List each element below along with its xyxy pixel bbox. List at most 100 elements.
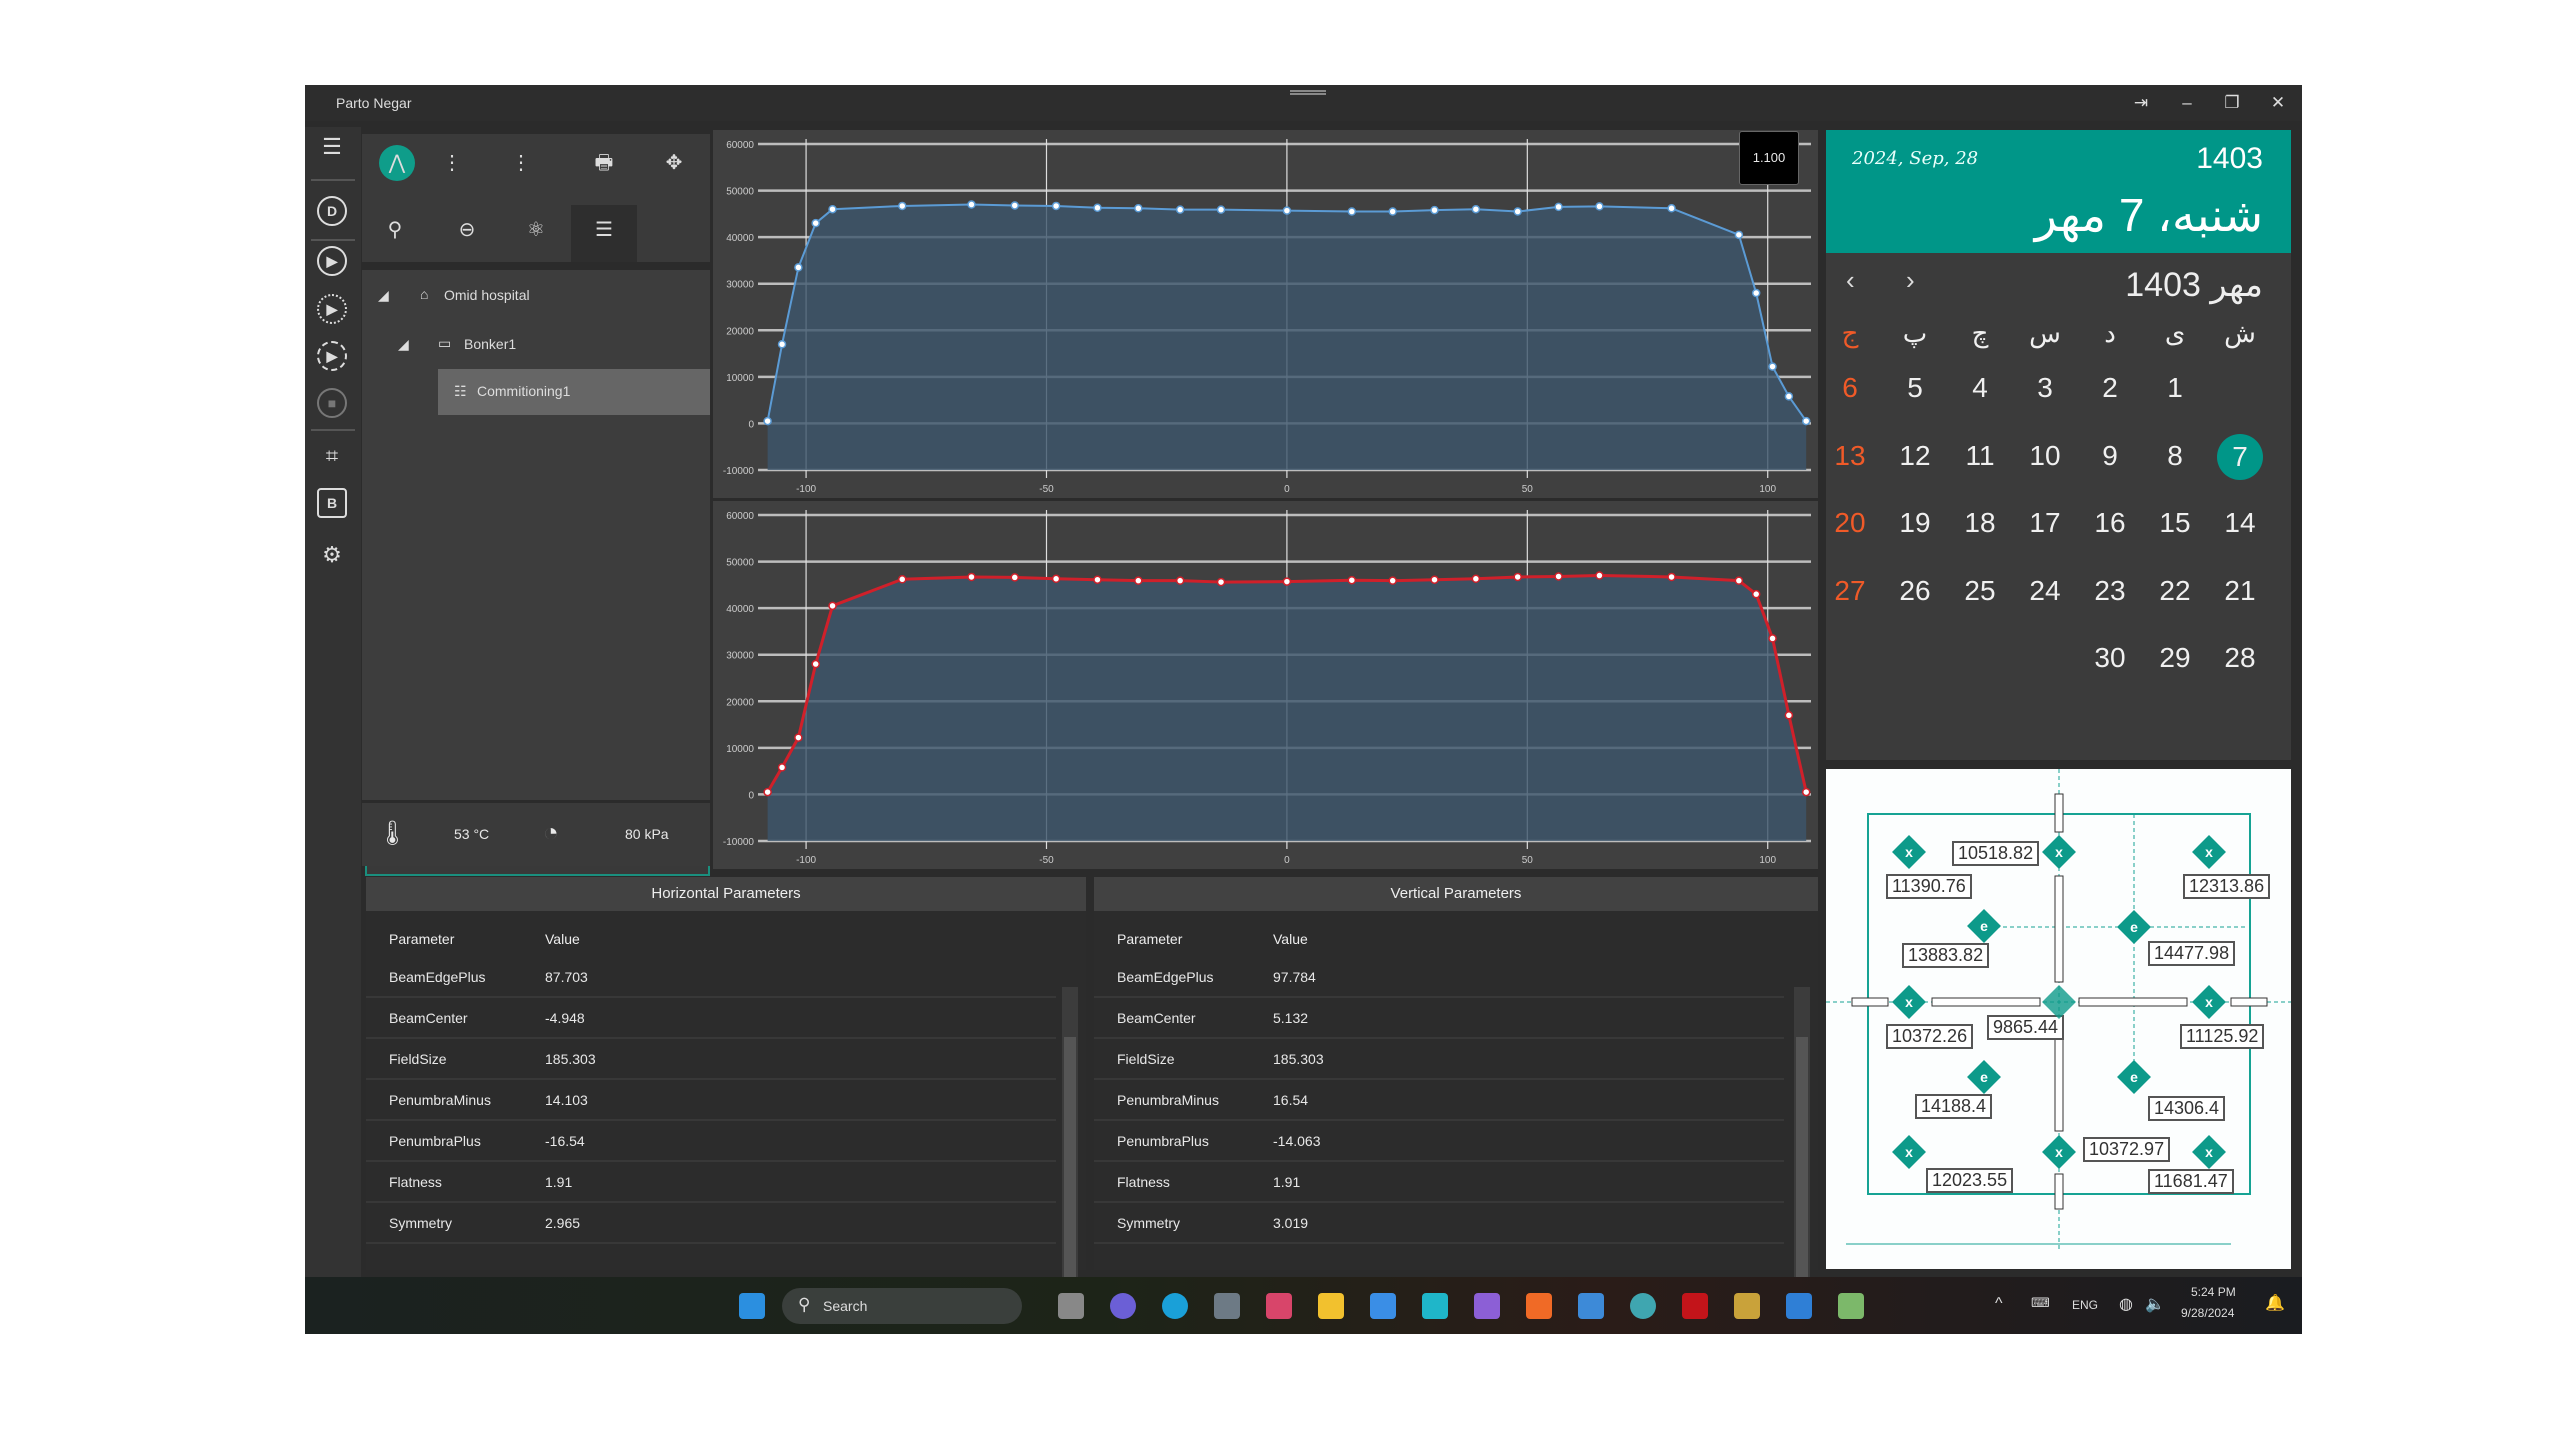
calendar-day[interactable]: 24 bbox=[2029, 574, 2061, 606]
store-icon[interactable] bbox=[1370, 1293, 1396, 1319]
calendar-day[interactable]: 27 bbox=[1834, 574, 1866, 606]
edge-icon[interactable] bbox=[1162, 1293, 1188, 1319]
taskbar-search[interactable]: ⚲ Search bbox=[782, 1288, 1022, 1324]
b-box-icon[interactable]: B bbox=[317, 488, 347, 518]
parto-negar-taskbar-icon[interactable] bbox=[1786, 1293, 1812, 1319]
windows-start-icon[interactable] bbox=[739, 1293, 765, 1319]
table-row[interactable]: Flatness 1.91 bbox=[366, 1162, 1056, 1203]
calendar-day[interactable]: 10 bbox=[2029, 439, 2061, 471]
table-row[interactable]: PenumbraMinus 16.54 bbox=[1094, 1080, 1784, 1121]
calendar-day[interactable]: 9 bbox=[2102, 439, 2118, 471]
calculator-icon[interactable] bbox=[1214, 1293, 1240, 1319]
scrollbar-thumb[interactable] bbox=[1796, 1037, 1808, 1277]
table-row[interactable]: FieldSize 185.303 bbox=[366, 1039, 1056, 1080]
stack-app-icon[interactable] bbox=[1266, 1293, 1292, 1319]
d-circle-icon[interactable]: D bbox=[317, 196, 347, 226]
table-row[interactable]: PenumbraPlus -16.54 bbox=[366, 1121, 1056, 1162]
calendar-day[interactable]: 20 bbox=[1834, 507, 1866, 538]
exit-icon[interactable]: ⇥ bbox=[2133, 93, 2149, 112]
calendar-day[interactable]: 25 bbox=[1964, 574, 1996, 606]
calendar-day[interactable]: 6 bbox=[1842, 372, 1858, 403]
minus-circle-icon[interactable]: ⊖ bbox=[458, 219, 476, 241]
move-icon[interactable]: ✥ bbox=[665, 152, 683, 174]
arrow-app-icon[interactable] bbox=[1734, 1293, 1760, 1319]
calendar-day[interactable]: 29 bbox=[2159, 642, 2191, 673]
next-month-button[interactable]: › bbox=[1906, 265, 1915, 295]
table-row[interactable]: Flatness 1.91 bbox=[1094, 1162, 1784, 1203]
search-icon[interactable]: ⚲ bbox=[387, 219, 403, 241]
clock-date[interactable]: 9/28/2024 bbox=[2181, 1306, 2235, 1320]
tree-item-bunker[interactable]: Bonker1 bbox=[464, 336, 517, 352]
globe-app-icon[interactable] bbox=[1630, 1293, 1656, 1319]
volume-icon[interactable]: 🔈 bbox=[2145, 1296, 2165, 1313]
print-icon[interactable]: 🖶 bbox=[594, 152, 614, 174]
table-row[interactable]: Symmetry 2.965 bbox=[366, 1203, 1056, 1244]
chevron-up-icon[interactable]: ^ bbox=[1995, 1295, 2003, 1312]
calendar-day[interactable]: 14 bbox=[2224, 507, 2256, 538]
file-explorer-icon[interactable] bbox=[1318, 1293, 1344, 1319]
visual-studio-icon[interactable] bbox=[1474, 1293, 1500, 1319]
calendar-day[interactable]: 8 bbox=[2167, 439, 2183, 471]
close-button[interactable]: ✕ bbox=[2270, 93, 2286, 112]
clock-time[interactable]: 5:24 PM bbox=[2191, 1285, 2236, 1299]
align-left-icon[interactable]: ☰ bbox=[595, 219, 613, 241]
calendar-day[interactable]: 4 bbox=[1972, 372, 1988, 403]
remote-desktop-icon[interactable] bbox=[1578, 1293, 1604, 1319]
calendar-day[interactable]: 13 bbox=[1834, 439, 1866, 471]
calendar-day[interactable]: 3 bbox=[2037, 372, 2053, 403]
calendar-day[interactable]: 28 bbox=[2224, 642, 2256, 673]
calendar-day[interactable]: 16 bbox=[2094, 507, 2126, 538]
calendar-day[interactable]: 26 bbox=[1899, 574, 1931, 606]
table-row[interactable]: FieldSize 185.303 bbox=[1094, 1039, 1784, 1080]
calendar-day[interactable]: 22 bbox=[2159, 574, 2191, 606]
drag-handle-icon[interactable] bbox=[1290, 90, 1326, 95]
calendar-day[interactable]: 15 bbox=[2159, 507, 2191, 538]
calendar-day[interactable]: 19 bbox=[1899, 507, 1931, 538]
minimize-button[interactable]: – bbox=[2182, 93, 2192, 112]
calendar-day[interactable]: 18 bbox=[1964, 507, 1996, 538]
gitlab-icon[interactable] bbox=[1526, 1293, 1552, 1319]
table-row[interactable]: Symmetry 3.019 bbox=[1094, 1203, 1784, 1244]
calendar-day[interactable]: 11 bbox=[1965, 439, 1995, 471]
calendar-day[interactable]: 30 bbox=[2094, 642, 2126, 673]
tree-item-commissioning[interactable]: ☷ Commitioning1 bbox=[438, 369, 710, 415]
play-rotate-icon[interactable]: ▶ bbox=[317, 294, 347, 324]
network-icon[interactable]: ◍ bbox=[2119, 1296, 2133, 1313]
collapse-icon[interactable]: ◢ bbox=[378, 287, 389, 303]
calendar-day[interactable]: 23 bbox=[2094, 574, 2126, 606]
tree-item-site[interactable]: Omid hospital bbox=[444, 287, 530, 303]
play-dashed-icon[interactable]: ▶ bbox=[317, 341, 347, 371]
table-row[interactable]: BeamCenter -4.948 bbox=[366, 998, 1056, 1039]
table-row[interactable]: BeamEdgePlus 97.784 bbox=[1094, 957, 1784, 998]
more-vertical-icon[interactable]: ⋮ bbox=[442, 152, 462, 174]
prev-month-button[interactable]: ‹ bbox=[1846, 265, 1855, 295]
calendar-day[interactable]: 5 bbox=[1907, 372, 1923, 403]
table-row[interactable]: PenumbraMinus 14.103 bbox=[366, 1080, 1056, 1121]
scrollbar-thumb[interactable] bbox=[1064, 1037, 1076, 1277]
keyboard-icon[interactable]: ⌨ bbox=[2031, 1295, 2050, 1310]
calendar-day[interactable]: 2 bbox=[2102, 372, 2118, 403]
table-row[interactable]: PenumbraPlus -14.063 bbox=[1094, 1121, 1784, 1162]
stop-icon[interactable]: ■ bbox=[317, 388, 347, 418]
notepad-icon[interactable] bbox=[1838, 1293, 1864, 1319]
atom-icon[interactable]: ⚛ bbox=[527, 219, 545, 241]
calendar-day[interactable]: 7 bbox=[2217, 433, 2263, 480]
notification-bell-icon[interactable]: 🔔 bbox=[2265, 1295, 2285, 1312]
restore-button[interactable]: ❐ bbox=[2224, 93, 2240, 112]
scrollbar[interactable] bbox=[1794, 987, 1810, 1287]
do-app-icon[interactable] bbox=[1682, 1293, 1708, 1319]
more-vertical-icon[interactable]: ⋮ bbox=[511, 152, 531, 174]
collapse-icon[interactable]: ◢ bbox=[398, 336, 409, 352]
calendar-day[interactable]: 1 bbox=[2167, 372, 2183, 403]
meet-icon[interactable] bbox=[1110, 1293, 1136, 1319]
task-view-icon[interactable] bbox=[1058, 1293, 1084, 1319]
chart-mode-icon[interactable]: ⋀ bbox=[379, 145, 415, 181]
hamburger-menu-icon[interactable]: ☰ bbox=[322, 134, 342, 159]
language-indicator[interactable]: ENG bbox=[2072, 1298, 2099, 1312]
calendar-day[interactable]: 17 bbox=[2029, 507, 2061, 538]
scrollbar[interactable] bbox=[1062, 987, 1078, 1287]
table-row[interactable]: BeamCenter 5.132 bbox=[1094, 998, 1784, 1039]
play-icon[interactable]: ▶ bbox=[317, 246, 347, 276]
app-icon[interactable] bbox=[1422, 1293, 1448, 1319]
crop-frame-icon[interactable]: ⌗ bbox=[325, 443, 339, 468]
